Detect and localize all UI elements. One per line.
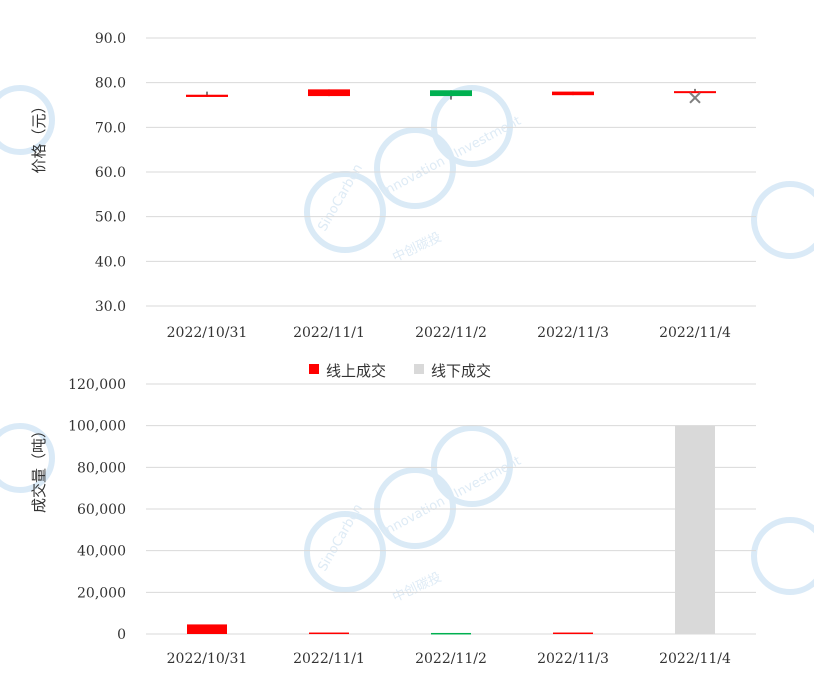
x-tick-label: 2022/11/4 xyxy=(659,325,731,341)
volume-bars xyxy=(187,425,715,635)
volume-bar xyxy=(187,624,227,634)
price-gridlines xyxy=(146,37,756,307)
candle-body xyxy=(186,94,228,97)
volume-bar xyxy=(553,632,593,635)
volume-bar xyxy=(309,632,349,635)
x-tick-label: 2022/11/1 xyxy=(293,651,365,667)
price-x-ticks: 2022/10/31 2022/11/1 2022/11/2 2022/11/3 202… xyxy=(167,325,731,341)
y-tick-label: 40,000 xyxy=(77,544,126,560)
price-candles xyxy=(186,88,716,104)
x-tick-label: 2022/10/31 xyxy=(167,651,248,667)
x-tick-label: 2022/11/4 xyxy=(659,651,731,667)
price-chart: 价格（元） 90.0 80.0 70.0 60.0 50.0 40.0 30.0 2022/… xyxy=(30,31,756,341)
legend-label-offline: 线下成交 xyxy=(431,362,491,380)
legend-swatch-online xyxy=(309,364,319,374)
y-tick-label: 0 xyxy=(117,627,126,643)
watermark-brand-cn-2: 中创碳投 xyxy=(390,569,444,605)
x-tick-label: 2022/11/2 xyxy=(415,325,487,341)
y-tick-label: 80.0 xyxy=(95,76,126,92)
volume-y-ticks: 120,000 100,000 80,000 60,000 40,000 20,000 0 xyxy=(68,377,126,643)
y-tick-label: 80,000 xyxy=(77,460,126,476)
price-y-axis-title: 价格（元） xyxy=(30,98,48,173)
price-y-ticks: 90.0 80.0 70.0 60.0 50.0 40.0 30.0 xyxy=(95,31,126,315)
legend-swatch-offline xyxy=(414,364,424,374)
watermark-brand-latin-3: Innovation · Investment xyxy=(380,114,524,200)
x-tick-label: 2022/10/31 xyxy=(167,325,248,341)
x-tick-label: 2022/11/2 xyxy=(415,651,487,667)
x-tick-label: 2022/11/3 xyxy=(537,651,609,667)
volume-chart: 成交量（吨） 120,000 100,000 80,000 60,000 40,000 2… xyxy=(30,377,756,667)
watermark-brand-latin-4: Innovation · Investment xyxy=(380,454,524,540)
candle-body xyxy=(674,91,716,94)
volume-gridlines xyxy=(146,383,756,635)
y-tick-label: 60,000 xyxy=(77,502,126,518)
candle-body xyxy=(552,91,594,96)
legend-label-online: 线上成交 xyxy=(326,362,386,380)
y-tick-label: 40.0 xyxy=(95,254,126,270)
y-tick-label: 50.0 xyxy=(95,210,126,226)
x-tick-label: 2022/11/3 xyxy=(537,325,609,341)
candle-body xyxy=(308,89,350,97)
y-tick-label: 100,000 xyxy=(68,419,126,435)
volume-bar xyxy=(675,425,715,634)
y-tick-label: 90.0 xyxy=(95,31,126,47)
volume-bar xyxy=(431,632,471,635)
y-tick-label: 20,000 xyxy=(77,585,126,601)
y-tick-label: 70.0 xyxy=(95,120,126,136)
x-marker xyxy=(689,92,701,104)
x-tick-label: 2022/11/1 xyxy=(293,325,365,341)
candle-body xyxy=(430,90,472,97)
y-tick-label: 30.0 xyxy=(95,299,126,315)
watermark-brand-cn-1: 中创碳投 xyxy=(390,229,444,265)
volume-legend: 线上成交 线下成交 xyxy=(309,362,491,380)
y-tick-label: 120,000 xyxy=(68,377,126,393)
y-tick-label: 60.0 xyxy=(95,165,126,181)
volume-x-ticks: 2022/10/31 2022/11/1 2022/11/2 2022/11/3 202… xyxy=(167,651,731,667)
volume-y-axis-title: 成交量（吨） xyxy=(30,423,48,513)
